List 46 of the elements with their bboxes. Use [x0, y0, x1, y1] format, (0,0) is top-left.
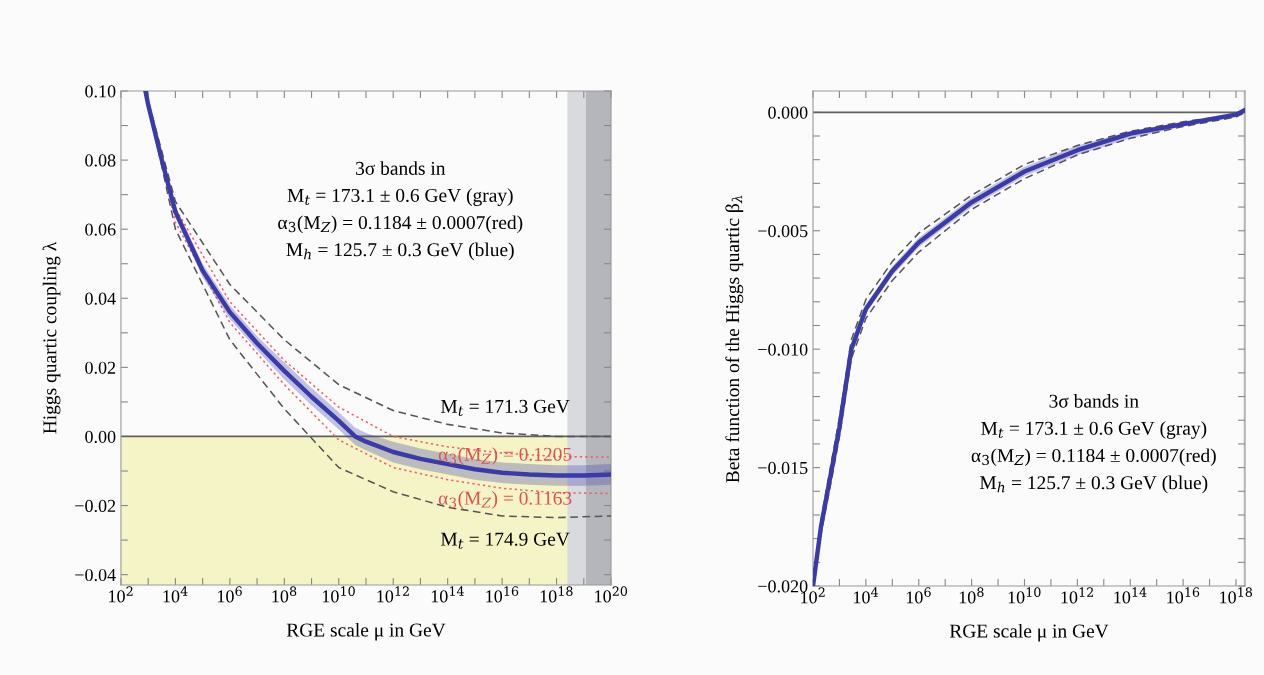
x-tick-label: 10$^{12}$ [1061, 587, 1094, 604]
annotation: M$_{h}$ = 125.7 ± 0.3 GeV (blue) [286, 242, 514, 261]
annotation: 3σ bands in [356, 161, 446, 175]
y-tick-label: 0.04 [85, 292, 116, 305]
x-tick-label: 10$^{16}$ [1167, 587, 1200, 604]
x-tick-label: 10$^{14}$ [1114, 587, 1147, 604]
annotation: M$_{t}$ = 173.1 ± 0.6 GeV (gray) [981, 421, 1207, 439]
x-tick-label: 10$^{10}$ [322, 586, 355, 603]
y-tick-label: 0.10 [85, 85, 116, 98]
y-axis-title: Beta function of the Higgs quartic β$_{λ}$ [725, 195, 744, 483]
y-tick-label: 0.08 [85, 154, 116, 167]
x-tick-label: 10$^{18}$ [1220, 587, 1253, 604]
x-tick-label: 10$^{4}$ [163, 586, 188, 603]
x-tick-label: 10$^{16}$ [486, 586, 519, 603]
x-axis-title: RGE scale μ in GeV [286, 622, 446, 641]
x-axis-title: RGE scale μ in GeV [949, 623, 1109, 642]
y-tick-label: 0.06 [85, 223, 116, 236]
x-tick-label: 10$^{14}$ [431, 586, 464, 603]
annotation: α$_{3}$(M$_{Z}$) = 0.1205 [438, 447, 572, 465]
x-tick-label: 10$^{2}$ [109, 586, 133, 603]
y-tick-label: 0.000 [768, 106, 808, 119]
y-axis-title: Higgs quartic coupling λ [42, 241, 61, 434]
annotation: α$_{3}$(M$_{Z}$) = 0.1163 [438, 491, 572, 509]
x-tick-label: 10$^{18}$ [540, 586, 573, 603]
annotation: M$_{h}$ = 125.7 ± 0.3 GeV (blue) [979, 475, 1208, 494]
y-tick-label: 0.02 [85, 361, 116, 374]
y-tick-label: −0.010 [758, 343, 808, 356]
y-tick-label: −0.005 [758, 225, 808, 238]
x-tick-label: 10$^{10}$ [1008, 587, 1041, 604]
annotation: 3σ bands in [1049, 394, 1139, 408]
y-tick-label: −0.015 [758, 461, 808, 475]
y-tick-label: −0.02 [75, 499, 116, 513]
annotation: M$_{t}$ = 173.1 ± 0.6 GeV (gray) [287, 188, 513, 206]
x-tick-label: 10$^{8}$ [272, 586, 297, 603]
annotation: M$_{t}$ = 174.9 GeV [440, 532, 570, 549]
x-tick-label: 10$^{12}$ [377, 586, 409, 603]
y-tick-label: −0.04 [75, 568, 116, 582]
y-tick-label: 0.00 [85, 430, 116, 443]
x-tick-label: 10$^{4}$ [854, 587, 879, 604]
x-tick-label: 10$^{8}$ [959, 587, 984, 604]
x-tick-label: 10$^{6}$ [906, 587, 931, 604]
annotation: M$_{t}$ = 171.3 GeV [440, 399, 570, 416]
x-tick-label: 10$^{6}$ [218, 586, 242, 603]
x-tick-label: 10$^{20}$ [595, 586, 628, 603]
annotation: α$_{3}$(M$_{Z}$) = 0.1184 ± 0.0007(red) [278, 215, 523, 234]
annotation: α$_{3}$(M$_{Z}$) = 0.1184 ± 0.0007(red) [971, 448, 1216, 467]
